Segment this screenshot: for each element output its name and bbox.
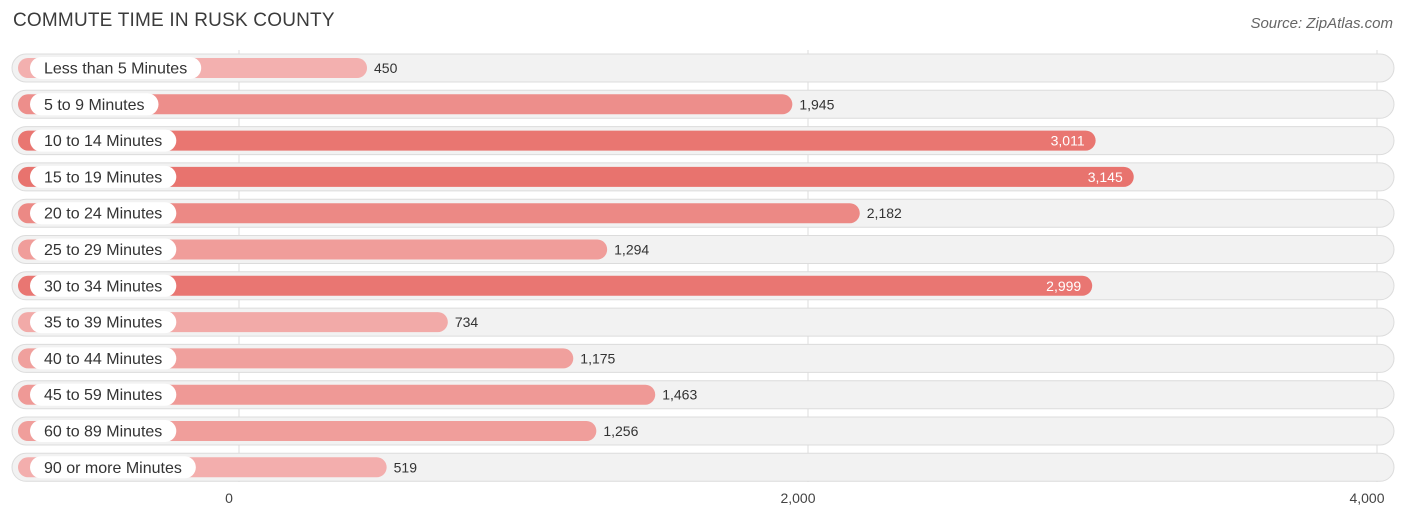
- category-label-pill: [30, 165, 177, 188]
- category-label-pill: [30, 383, 177, 406]
- x-tick-label: 4,000: [1349, 490, 1384, 506]
- category-label: 35 to 39 Minutes: [44, 315, 162, 332]
- category-label: Less than 5 Minutes: [44, 61, 187, 78]
- bar-row: 90 or more Minutes 519: [11, 452, 1395, 482]
- bar-row: 25 to 29 Minutes 1,294: [11, 235, 1395, 264]
- bar-row: Less than 5 Minutes 450: [11, 53, 1395, 83]
- value-label: 3,011: [1051, 133, 1085, 149]
- category-label: 15 to 19 Minutes: [44, 169, 162, 186]
- category-label: 90 or more Minutes: [44, 460, 182, 477]
- category-label: 30 to 34 Minutes: [44, 278, 162, 295]
- value-label: 734: [455, 314, 479, 330]
- category-label: 25 to 29 Minutes: [44, 242, 162, 259]
- bar: [18, 384, 656, 405]
- value-label: 519: [394, 459, 418, 475]
- value-label: 1,945: [799, 96, 834, 112]
- bar-row: 35 to 39 Minutes 734: [11, 307, 1395, 337]
- category-label: 45 to 59 Minutes: [44, 387, 162, 404]
- grid-lines: [238, 50, 1378, 482]
- bar: [18, 203, 860, 224]
- bar-row: 5 to 9 Minutes 1,945: [11, 89, 1395, 119]
- category-label-pill: [30, 93, 159, 116]
- category-label: 5 to 9 Minutes: [44, 97, 145, 114]
- category-label: 40 to 44 Minutes: [44, 351, 162, 368]
- value-label: 1,175: [580, 350, 615, 366]
- bar: [18, 94, 793, 115]
- category-label-pill: [30, 274, 177, 297]
- category-label: 10 to 14 Minutes: [44, 133, 162, 150]
- category-label-pill: [30, 129, 177, 152]
- bar-row: 10 to 14 Minutes 3,011: [11, 126, 1395, 156]
- category-label-pill: [30, 57, 202, 79]
- bar-row: 60 to 89 Minutes 1,256: [11, 416, 1395, 446]
- bar: [18, 130, 1096, 151]
- bar-row: 20 to 24 Minutes 2,182: [11, 198, 1395, 228]
- value-label: 1,294: [614, 242, 649, 258]
- value-label: 450: [374, 60, 398, 76]
- x-tick-label: 2,000: [780, 490, 815, 506]
- bar-row: 40 to 44 Minutes 1,175: [11, 343, 1395, 373]
- category-label-pill: [30, 238, 177, 261]
- category-label-pill: [30, 202, 177, 225]
- source-credit: Source: ZipAtlas.com: [1250, 15, 1393, 32]
- bar-rows: Less than 5 Minutes 450 5 to 9 Minutes 1,94…: [11, 53, 1395, 482]
- value-label: 2,999: [1046, 278, 1081, 294]
- category-label: 20 to 24 Minutes: [44, 206, 162, 223]
- category-label-pill: [30, 456, 196, 479]
- category-label-pill: [30, 311, 177, 334]
- bar: [18, 275, 1093, 296]
- x-tick-label: 0: [225, 490, 233, 506]
- x-axis-ticks: 0 2,000 4,000: [225, 490, 1385, 506]
- bar-row: 30 to 34 Minutes 2,999: [11, 271, 1395, 301]
- category-label: 60 to 89 Minutes: [44, 424, 162, 441]
- category-label-pill: [30, 420, 177, 442]
- bar: [18, 166, 1134, 187]
- chart-title: COMMUTE TIME IN RUSK COUNTY: [13, 10, 335, 31]
- value-label: 2,182: [867, 205, 902, 221]
- value-label: 1,463: [662, 387, 697, 403]
- bar-row: 15 to 19 Minutes 3,145: [11, 162, 1395, 192]
- value-label: 3,145: [1088, 169, 1123, 185]
- category-label-pill: [30, 347, 177, 370]
- bar-row: 45 to 59 Minutes 1,463: [11, 380, 1395, 410]
- value-label: 1,256: [603, 423, 638, 439]
